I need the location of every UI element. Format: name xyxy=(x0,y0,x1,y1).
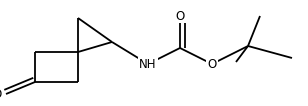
Text: O: O xyxy=(0,87,2,100)
Text: O: O xyxy=(207,57,217,70)
Text: O: O xyxy=(175,10,184,22)
Text: NH: NH xyxy=(139,57,157,70)
